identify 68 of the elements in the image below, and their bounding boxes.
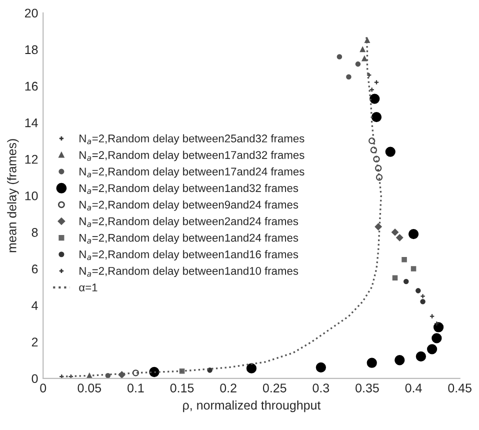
y-tick-label: 10 (25, 191, 38, 200)
point (392, 228, 399, 236)
y-tick-label: 16 (25, 82, 38, 91)
point (403, 278, 409, 284)
point (360, 46, 366, 52)
point (370, 146, 378, 154)
point (375, 164, 382, 172)
legend-label: N$_{a}$=2,Random delay between1and10 frames (80, 266, 298, 278)
point (376, 174, 383, 181)
y-tick-label: 0 (32, 374, 38, 384)
y-tick-label: 8 (32, 228, 38, 237)
point (346, 74, 352, 80)
point (433, 322, 444, 332)
legend-label: N$_{a}$=2,Random delay between17and24 frames (80, 167, 304, 178)
y-tick-label: 20 (24, 8, 38, 18)
legend-label: N$_{a}$=2,Random delay between1and24 frames (80, 234, 298, 244)
x-tick-label: 0 (40, 384, 46, 392)
x-tick-label: 0.15 (170, 384, 194, 392)
point (396, 234, 404, 242)
y-tick-label: 18 (25, 45, 38, 54)
legend-label: N$_{a}$=2,Random delay between2and24 frames (80, 217, 298, 228)
y-tick-label: 12 (25, 154, 38, 164)
point (355, 61, 361, 67)
point (429, 314, 435, 319)
point (370, 94, 380, 104)
x-tick-label: 0.25 (262, 384, 286, 392)
point (371, 112, 382, 122)
point (402, 256, 407, 262)
x-tick-label: 0.45 (448, 384, 472, 392)
point (408, 228, 419, 240)
point (132, 370, 140, 376)
point (368, 137, 376, 144)
point (394, 355, 405, 366)
point (118, 371, 126, 378)
legend-label: N$_{a}$=2,Random delay between1and32 frames (80, 184, 298, 194)
point (366, 358, 377, 368)
legend-label: α=1 (79, 284, 98, 292)
point (385, 146, 396, 157)
legend-label: N$_{a}$=2,Random delay between25and32 frames (80, 134, 304, 145)
x-axis-title: ρ, normalized throughput (183, 400, 321, 412)
point (336, 54, 342, 60)
legend-label: N$_{a}$=2,Random delay between17and32 frames (80, 150, 304, 162)
point (416, 288, 421, 294)
y-tick-label: 2 (32, 338, 38, 346)
x-tick-label: 0.05 (78, 384, 102, 392)
legend-label: N$_{a}$=2,Random delay between9and24 frames (80, 200, 298, 211)
point (392, 275, 398, 281)
point (316, 362, 326, 373)
x-tick-label: 0.3 (312, 384, 330, 392)
x-tick-label: 0.2 (220, 384, 236, 392)
point (416, 351, 426, 362)
y-axis-title: mean delay (frames) (7, 139, 19, 252)
point (432, 333, 442, 344)
point (373, 156, 380, 162)
y-tick-label: 14 (25, 118, 38, 128)
x-tick-label: 0.4 (405, 384, 422, 392)
legend-label: N$_{a}$=2,Random delay between1and16 frames (80, 250, 298, 260)
point (420, 294, 426, 299)
y-tick-label: 6 (32, 264, 38, 274)
point (362, 56, 368, 62)
point (246, 363, 257, 374)
point (410, 266, 416, 272)
point (426, 344, 438, 354)
y-tick-label: 4 (32, 301, 38, 310)
point (374, 223, 382, 230)
x-tick-label: 0.1 (128, 384, 144, 392)
point (420, 299, 426, 304)
x-tick-label: 0.35 (356, 384, 379, 392)
